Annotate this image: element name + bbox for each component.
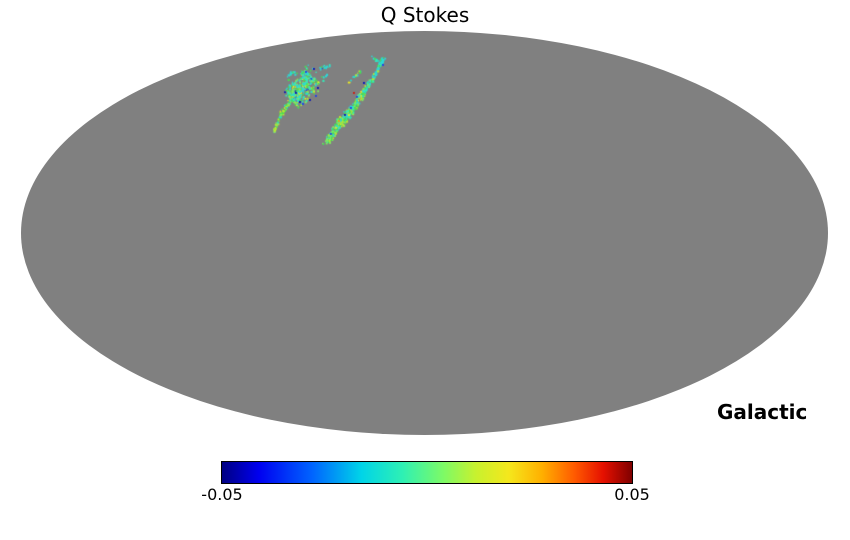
colorbar-max-label: 0.05 — [614, 485, 650, 504]
coordinate-system-label: Galactic — [717, 400, 808, 424]
colorbar-min-label: -0.05 — [201, 485, 243, 504]
colorbar — [221, 461, 633, 484]
